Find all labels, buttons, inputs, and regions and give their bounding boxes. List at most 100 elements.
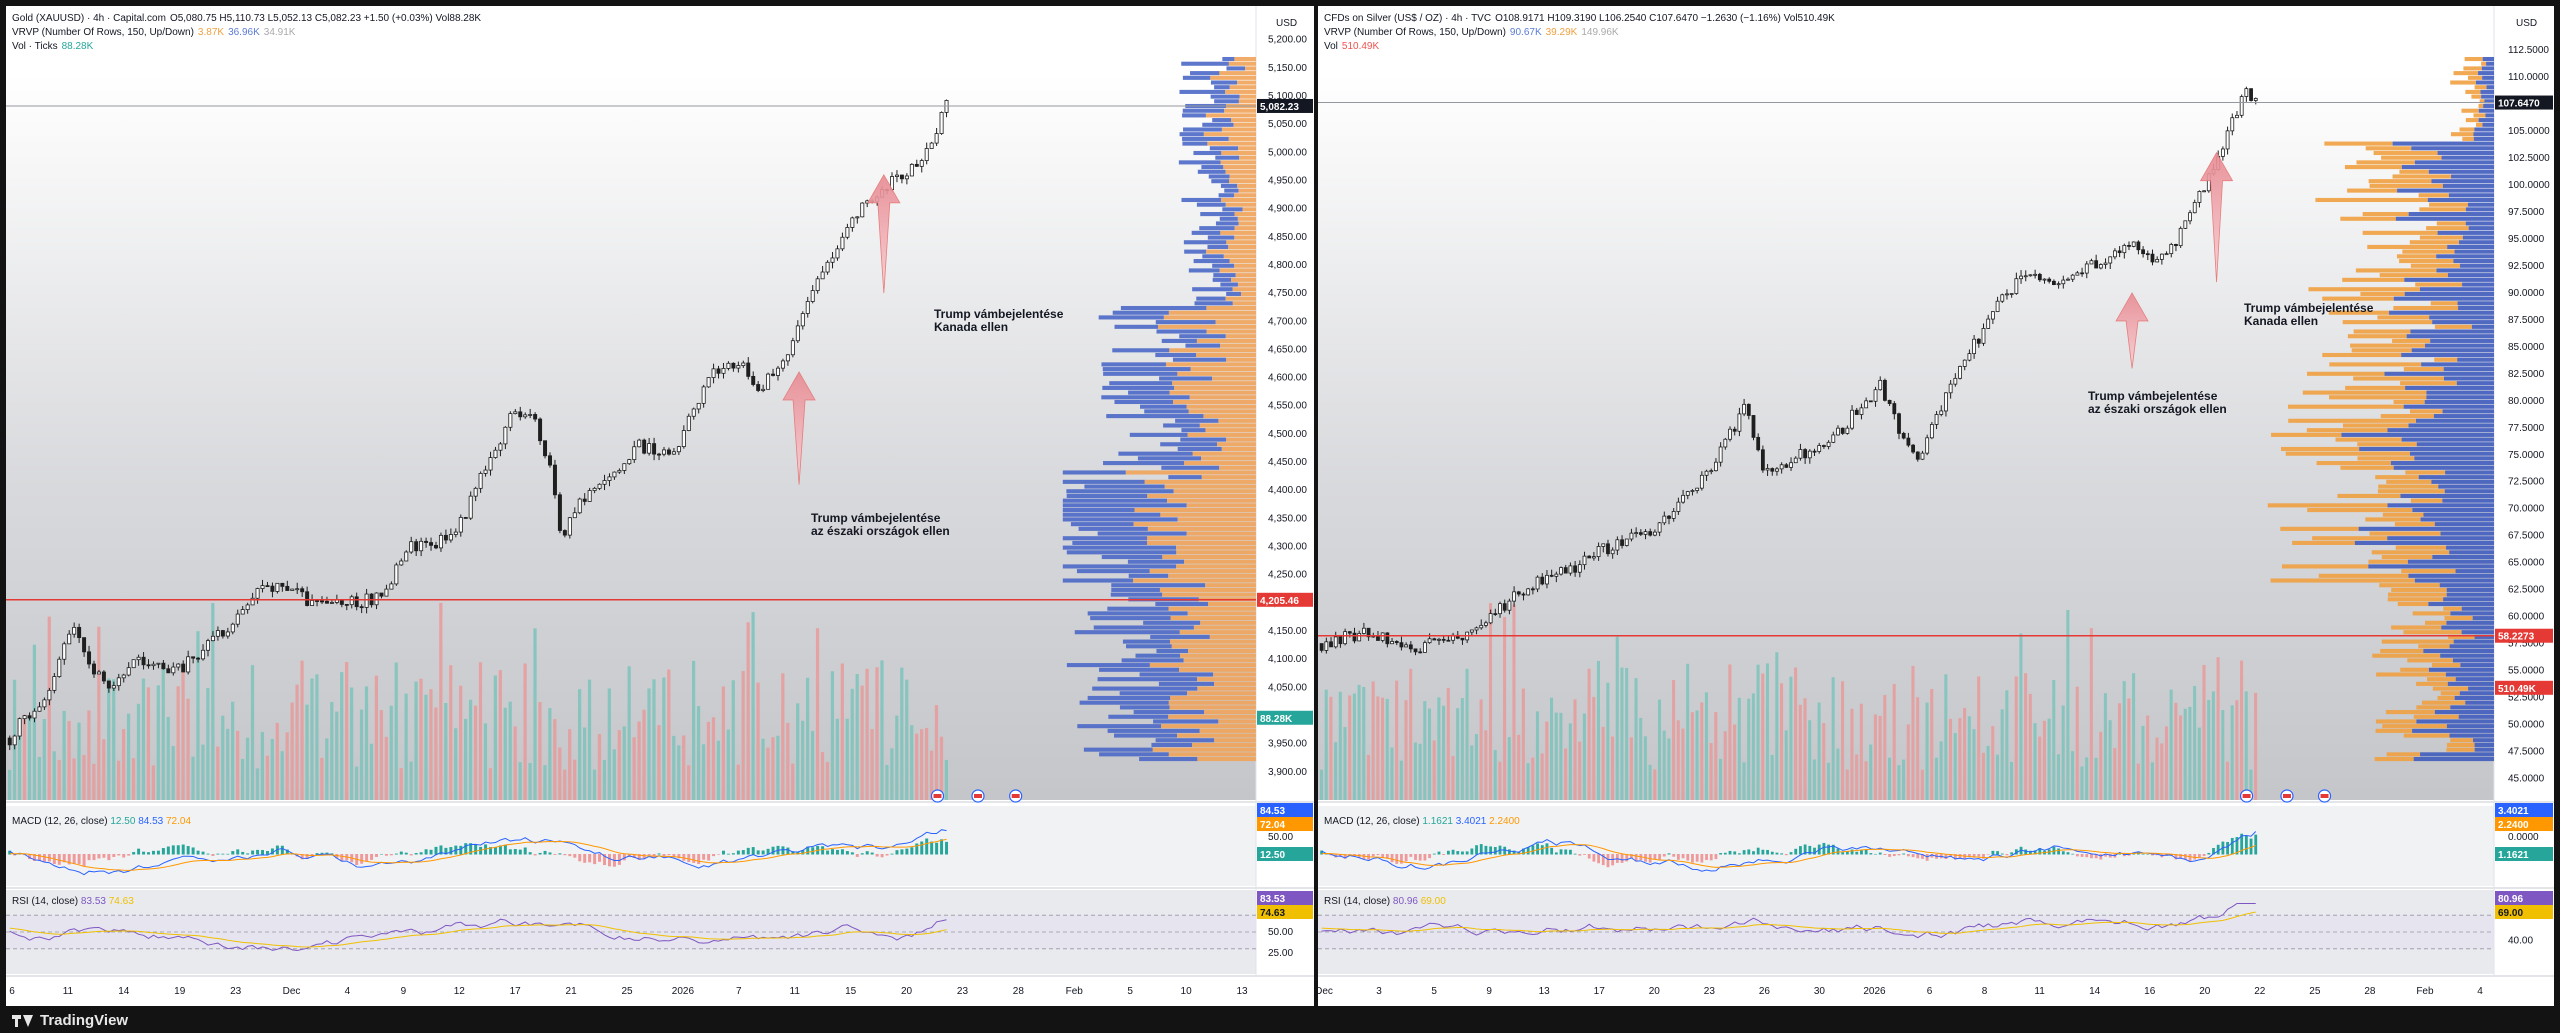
candle-body <box>2033 273 2038 276</box>
volume-profile-bar-left <box>2329 395 2427 400</box>
volume-profile-bar-right <box>2387 503 2494 508</box>
volume-bar <box>1587 668 1591 800</box>
macd-histogram-bar <box>211 854 215 856</box>
volume-profile-bar-left <box>1214 85 1230 90</box>
y-tick-label: 5,050.00 <box>1268 119 1307 130</box>
volume-profile-bar-right <box>2446 592 2494 597</box>
candle-body <box>1380 632 1385 641</box>
volume-bar <box>300 660 304 800</box>
silver-chart-panel[interactable]: 112.5000110.0000107.5000105.0000102.5000… <box>1318 6 2554 1006</box>
volume-bar <box>295 684 299 800</box>
macd-histogram-bar <box>1996 851 1999 855</box>
volume-profile-bar-right <box>1201 456 1256 461</box>
candle-body <box>1423 642 1427 653</box>
macd-histogram-bar <box>28 854 32 860</box>
volume-profile-bar-right <box>1174 385 1256 390</box>
volume-bar <box>1756 664 1760 800</box>
silver-macd-legend[interactable]: MACD (12, 26, close) 1.1621 3.4021 2.240… <box>1324 816 1520 827</box>
candle-body <box>106 680 111 689</box>
volume-profile-bar-left <box>2424 620 2447 625</box>
y-tick-label: 52.5000 <box>2508 693 2545 704</box>
macd-histogram-bar <box>2198 854 2201 858</box>
candle-body <box>622 463 627 471</box>
volume-profile-bar-right <box>2450 611 2494 616</box>
y-tick-label: 4,600.00 <box>1268 373 1307 384</box>
candle-body <box>771 373 776 376</box>
candle-body <box>557 494 562 531</box>
volume-profile-bar-left <box>1181 61 1229 66</box>
volume-profile-bar-right <box>2472 616 2494 621</box>
silver-chart-canvas[interactable]: 112.5000110.0000107.5000105.0000102.5000… <box>1318 6 2554 1006</box>
macd-histogram-bar <box>1517 851 1521 855</box>
gold-chart-canvas[interactable]: 5,200.005,150.005,100.005,050.005,000.00… <box>6 6 1314 1006</box>
volume-profile-bar-left <box>2342 320 2433 325</box>
volume-bar <box>736 764 740 800</box>
candle-body <box>761 388 766 391</box>
macd-histogram-bar <box>603 854 607 866</box>
volume-profile-bar-right <box>2410 329 2494 334</box>
rsi-ma-line <box>1321 911 2256 934</box>
gold-rsi-legend[interactable]: RSI (14, close) 83.53 74.63 <box>12 896 134 907</box>
candle-body <box>37 706 42 712</box>
silver-vol-label[interactable]: Vol <box>1324 41 1338 52</box>
volume-bar <box>1794 667 1798 800</box>
gold-macd-legend[interactable]: MACD (12, 26, close) 12.50 84.53 72.04 <box>12 816 192 827</box>
volume-bar <box>1850 708 1854 800</box>
volume-bar <box>944 759 949 800</box>
volume-profile-bar-right <box>1207 141 1256 146</box>
macd-histogram-bar <box>2038 847 2042 855</box>
volume-profile-bar-left <box>2360 291 2405 296</box>
macd-histogram-bar <box>102 854 106 858</box>
candle-body <box>676 446 681 453</box>
macd-badge: 1.1621 <box>2498 850 2529 861</box>
macd-histogram-bar <box>1414 854 1417 861</box>
gold-chart-panel[interactable]: 5,200.00 5,150.00 5,100.00 5,050.00 5,000.00… <box>6 6 1314 1006</box>
silver-vrvp-label[interactable]: VRVP (Number Of Rows, 150, Up/Down) <box>1324 27 1506 38</box>
volume-profile-bar-left <box>1114 324 1159 329</box>
x-tick-label: 21 <box>566 986 578 997</box>
macd-histogram-bar <box>766 848 770 855</box>
volume-profile-bar-left <box>2271 432 2342 437</box>
volume-bar <box>146 687 151 800</box>
volume-profile-bar-right <box>1229 174 1256 179</box>
volume-profile-bar-left <box>2285 451 2411 456</box>
x-tick-label: 20 <box>901 986 913 997</box>
volume-bar <box>82 755 86 800</box>
macd-histogram-bar <box>811 847 815 855</box>
volume-profile-bar-right <box>1219 71 1256 76</box>
candle-body <box>1526 588 1531 596</box>
volume-profile-bar-right <box>1173 399 1256 405</box>
volume-profile-bar-left <box>1099 667 1180 672</box>
silver-rsi-legend[interactable]: RSI (14, close) 80.96 69.00 <box>1324 896 1446 907</box>
gold-symbol[interactable]: Gold (XAUUSD) · 4h · Capital.com <box>12 13 166 24</box>
volume-profile-bar-left <box>1097 677 1197 682</box>
candle-body <box>1413 648 1418 653</box>
macd-histogram-bar <box>236 849 240 855</box>
volume-bar <box>439 602 443 800</box>
macd-badge: 2.2400 <box>2498 820 2529 831</box>
volume-bar <box>1869 744 1873 800</box>
volume-bar <box>701 744 706 800</box>
silver-symbol[interactable]: CFDs on Silver (US$ / OZ) · 4h · TVC <box>1324 13 1492 24</box>
volume-bar <box>607 688 611 800</box>
volume-profile-bar-right <box>1177 371 1256 376</box>
volume-profile-bar-left <box>2467 75 2483 80</box>
tradingview-logo[interactable]: TradingView <box>12 1012 128 1029</box>
support-level-badge: 4,205.46 <box>1260 596 1299 607</box>
gold-vrvp-label[interactable]: VRVP (Number Of Rows, 150, Up/Down) <box>12 27 194 38</box>
candle-body <box>2061 279 2066 285</box>
volume-bar <box>1395 680 1399 800</box>
footer-bar: TradingView <box>0 1006 2560 1033</box>
volume-bar <box>255 768 260 800</box>
gold-vol-label[interactable]: Vol · Ticks <box>12 41 58 52</box>
macd-badge-bg <box>2495 847 2553 861</box>
volume-profile-bar-right <box>1226 240 1256 245</box>
volume-profile-bar-right <box>2341 432 2494 437</box>
candle-body <box>731 362 736 369</box>
macd-histogram-bar <box>617 854 621 865</box>
candle-body <box>2230 117 2235 132</box>
macd-histogram-bar <box>1808 845 1812 855</box>
macd-histogram-bar <box>2104 854 2107 857</box>
volume-bar <box>231 701 235 800</box>
volume-bar <box>206 688 210 800</box>
